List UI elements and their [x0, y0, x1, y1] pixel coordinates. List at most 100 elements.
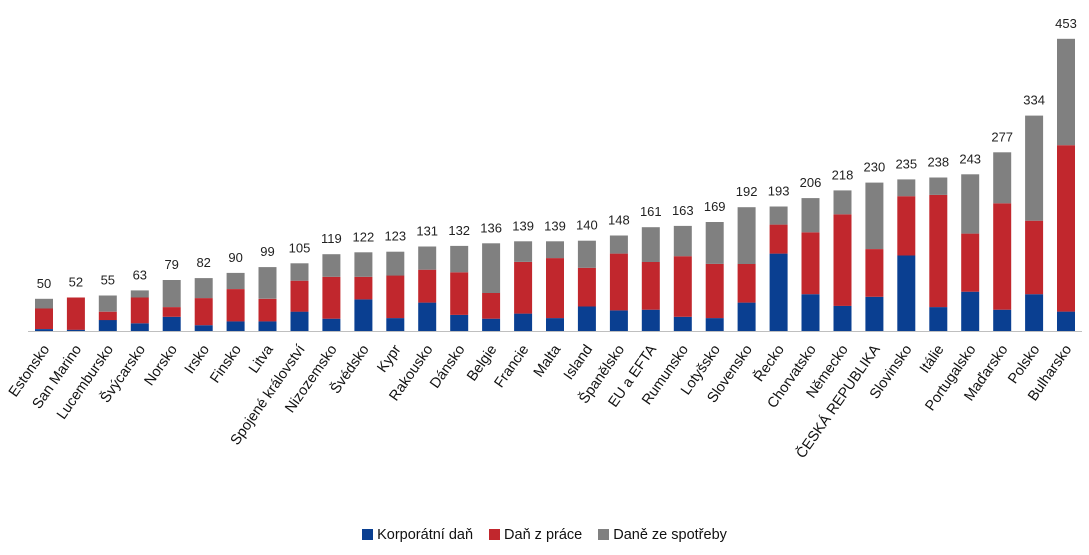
bar-segment-chorvatsko-dan-z-prace	[801, 232, 820, 295]
bar-segment-rakousko-dan-z-prace	[418, 269, 437, 303]
bar-segment-portugalsko-korporatni-dan	[961, 291, 980, 331]
bar-segment-svedsko-dane-ze-spotreby	[354, 252, 373, 277]
bar-segment-lucembursko-korporatni-dan	[98, 320, 117, 331]
bar-segment-polsko-dane-ze-spotreby	[1025, 115, 1044, 221]
bar-segment-litva-dane-ze-spotreby	[258, 267, 277, 299]
bar-segment-svycarsko-dane-ze-spotreby	[130, 290, 149, 298]
bar-segment-portugalsko-dane-ze-spotreby	[961, 174, 980, 234]
total-labels-group: 50 52 55 63 79 82 90 99 105 119 122 123 131 132 136 139…	[37, 16, 1077, 291]
bar-segment-slovinsko-korporatni-dan	[897, 255, 916, 331]
bar-segment-malta-korporatni-dan	[546, 318, 564, 331]
bar-segment-lucembursko-dan-z-prace	[98, 311, 117, 321]
bar-segment-slovinsko-dane-ze-spotreby	[897, 179, 916, 197]
total-label-nizozemsko: 119	[321, 231, 342, 246]
bar-segment-norsko-dan-z-prace	[162, 307, 181, 317]
bar-segment-irsko-dan-z-prace	[194, 298, 213, 326]
bar-segment-madarsko-dane-ze-spotreby	[993, 152, 1012, 204]
legend-swatch	[598, 529, 610, 540]
bar-segment-litva-dan-z-prace	[258, 298, 277, 322]
total-label-malta: 139	[544, 218, 566, 233]
bar-segment-slovinsko-dan-z-prace	[897, 196, 916, 256]
bar-segment-irsko-dane-ze-spotreby	[194, 278, 213, 299]
bar-segment-belgie-dan-z-prace	[482, 292, 501, 319]
bar-segment-bulharsko-dane-ze-spotreby	[1057, 38, 1075, 146]
bar-segment-dansko-dan-z-prace	[450, 272, 469, 315]
bar-segment-slovensko-korporatni-dan	[737, 302, 756, 331]
bar-segment-estonsko-dane-ze-spotreby	[35, 298, 53, 309]
bar-segment-recko-dan-z-prace	[769, 224, 788, 254]
bar-segment-svycarsko-korporatni-dan	[130, 323, 149, 331]
total-label-portugalsko: 243	[959, 151, 981, 166]
bar-segment-kypr-dan-z-prace	[386, 275, 405, 319]
bar-segment-dansko-korporatni-dan	[450, 314, 469, 331]
bar-segment-svedsko-korporatni-dan	[354, 299, 373, 331]
bar-segment-italie-dan-z-prace	[929, 194, 948, 308]
total-label-eu-a-efta: 161	[640, 204, 662, 219]
legend-item-dane-ze-spotreby: Daně ze spotřeby	[598, 527, 727, 543]
total-label-chorvatsko: 206	[800, 175, 822, 190]
bar-segment-estonsko-korporatni-dan	[35, 329, 53, 331]
bar-segment-rakousko-korporatni-dan	[418, 302, 437, 331]
bar-segment-spojene-kralovstvi-dane-ze-spotreby	[290, 263, 309, 281]
bar-segment-litva-korporatni-dan	[258, 321, 277, 331]
total-label-polsko: 334	[1023, 93, 1045, 108]
bar-segment-san-marino-korporatni-dan	[66, 329, 85, 331]
category-label-italie: Itálie	[917, 342, 948, 376]
bar-segment-spanelsko-dane-ze-spotreby	[609, 235, 628, 254]
bar-segment-rumunsko-dane-ze-spotreby	[673, 225, 692, 257]
total-label-madarsko: 277	[991, 129, 1013, 144]
legend-swatch	[489, 529, 501, 540]
total-label-slovensko: 192	[736, 184, 758, 199]
bar-segment-malta-dan-z-prace	[546, 258, 564, 319]
bar-segment-estonsko-dan-z-prace	[35, 308, 53, 329]
bar-segment-finsko-dane-ze-spotreby	[226, 272, 245, 289]
bar-segment-svedsko-dan-z-prace	[354, 276, 373, 300]
category-label-norsko: Norsko	[142, 342, 181, 389]
total-label-lucembursko: 55	[101, 273, 115, 288]
bar-segment-dansko-dane-ze-spotreby	[450, 245, 469, 273]
bar-segment-eu-a-efta-dan-z-prace	[641, 262, 660, 310]
bar-segment-belgie-korporatni-dan	[482, 318, 501, 331]
bar-segment-island-dan-z-prace	[577, 267, 596, 307]
bars-group	[35, 38, 1075, 331]
bar-segment-island-dane-ze-spotreby	[577, 240, 596, 268]
bar-segment-francie-dane-ze-spotreby	[514, 241, 533, 262]
bar-segment-belgie-dane-ze-spotreby	[482, 243, 501, 293]
total-label-spanelsko: 148	[608, 213, 630, 228]
bar-segment-rumunsko-korporatni-dan	[673, 316, 692, 331]
bar-segment-norsko-korporatni-dan	[162, 316, 181, 331]
total-label-irsko: 82	[196, 255, 210, 270]
bar-segment-francie-korporatni-dan	[514, 313, 533, 331]
bar-segment-bulharsko-dan-z-prace	[1057, 145, 1075, 312]
total-label-estonsko: 50	[37, 276, 51, 291]
bar-segment-madarsko-dan-z-prace	[993, 203, 1012, 310]
bar-segment-lotyssko-korporatni-dan	[705, 318, 724, 331]
bar-segment-polsko-dan-z-prace	[1025, 220, 1044, 295]
bar-segment-spanelsko-dan-z-prace	[609, 253, 628, 311]
total-label-litva: 99	[260, 244, 274, 259]
category-label-malta: Malta	[531, 341, 565, 380]
bar-segment-bulharsko-korporatni-dan	[1057, 311, 1075, 331]
bar-segment-rumunsko-dan-z-prace	[673, 256, 692, 317]
bar-segment-finsko-korporatni-dan	[226, 321, 245, 331]
bar-segment-italie-korporatni-dan	[929, 307, 948, 331]
bar-segment-italie-dane-ze-spotreby	[929, 177, 948, 195]
bar-segment-francie-dan-z-prace	[514, 262, 533, 314]
bar-segment-ceska-republika-korporatni-dan	[865, 296, 884, 331]
bar-segment-irsko-korporatni-dan	[194, 325, 213, 331]
bar-segment-portugalsko-dan-z-prace	[961, 233, 980, 292]
legend-item-korporatni-dan: Korporátní daň	[362, 527, 473, 543]
total-label-finsko: 90	[228, 250, 242, 265]
bar-segment-eu-a-efta-dane-ze-spotreby	[641, 227, 660, 262]
bar-segment-chorvatsko-dane-ze-spotreby	[801, 198, 820, 233]
total-label-rakousko: 131	[416, 224, 438, 239]
legend-label: Korporátní daň	[377, 527, 474, 543]
bar-segment-malta-dane-ze-spotreby	[546, 241, 564, 259]
total-label-rumunsko: 163	[672, 203, 694, 218]
total-label-ceska-republika: 230	[864, 160, 886, 175]
bar-segment-rakousko-dane-ze-spotreby	[418, 246, 437, 270]
bar-segment-chorvatsko-korporatni-dan	[801, 294, 820, 331]
category-label-irsko: Irsko	[182, 342, 213, 377]
total-label-spojene-kralovstvi: 105	[289, 240, 311, 255]
